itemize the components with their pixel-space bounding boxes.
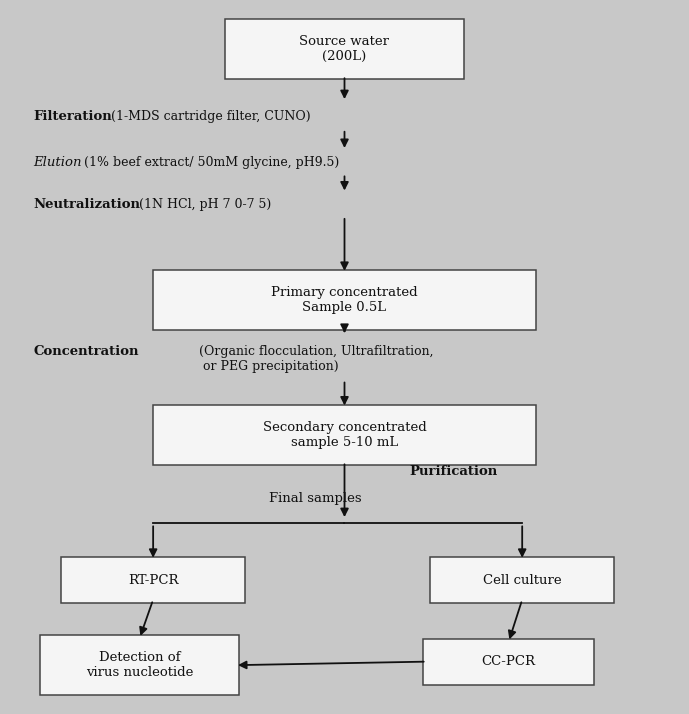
Text: Detection of
virus nucleotide: Detection of virus nucleotide bbox=[85, 651, 193, 679]
FancyBboxPatch shape bbox=[41, 635, 238, 695]
Text: (1N HCl, pH 7 0-7 5): (1N HCl, pH 7 0-7 5) bbox=[134, 198, 271, 211]
Text: Concentration: Concentration bbox=[34, 345, 139, 358]
Text: or PEG precipitation): or PEG precipitation) bbox=[187, 361, 339, 373]
FancyBboxPatch shape bbox=[61, 557, 245, 603]
FancyBboxPatch shape bbox=[153, 405, 536, 465]
Text: (1% beef extract/ 50mM glycine, pH9.5): (1% beef extract/ 50mM glycine, pH9.5) bbox=[80, 156, 339, 169]
Text: CC-PCR: CC-PCR bbox=[482, 655, 535, 668]
Text: (1-MDS cartridge filter, CUNO): (1-MDS cartridge filter, CUNO) bbox=[107, 110, 310, 123]
Text: Neutralization: Neutralization bbox=[34, 198, 141, 211]
Text: Source water
(200L): Source water (200L) bbox=[300, 35, 389, 63]
Text: Final samples: Final samples bbox=[269, 492, 362, 506]
Text: RT-PCR: RT-PCR bbox=[128, 573, 178, 587]
Text: Cell culture: Cell culture bbox=[483, 573, 562, 587]
Text: Filteration: Filteration bbox=[34, 110, 112, 123]
Text: Purification: Purification bbox=[409, 466, 497, 478]
FancyBboxPatch shape bbox=[153, 270, 536, 331]
FancyBboxPatch shape bbox=[430, 557, 615, 603]
Text: Elution: Elution bbox=[34, 156, 82, 169]
Text: (Organic flocculation, Ultrafiltration,: (Organic flocculation, Ultrafiltration, bbox=[187, 345, 434, 358]
FancyBboxPatch shape bbox=[225, 19, 464, 79]
Text: Primary concentrated
Sample 0.5L: Primary concentrated Sample 0.5L bbox=[271, 286, 418, 314]
FancyBboxPatch shape bbox=[423, 638, 594, 685]
Text: Secondary concentrated
sample 5-10 mL: Secondary concentrated sample 5-10 mL bbox=[263, 421, 426, 449]
